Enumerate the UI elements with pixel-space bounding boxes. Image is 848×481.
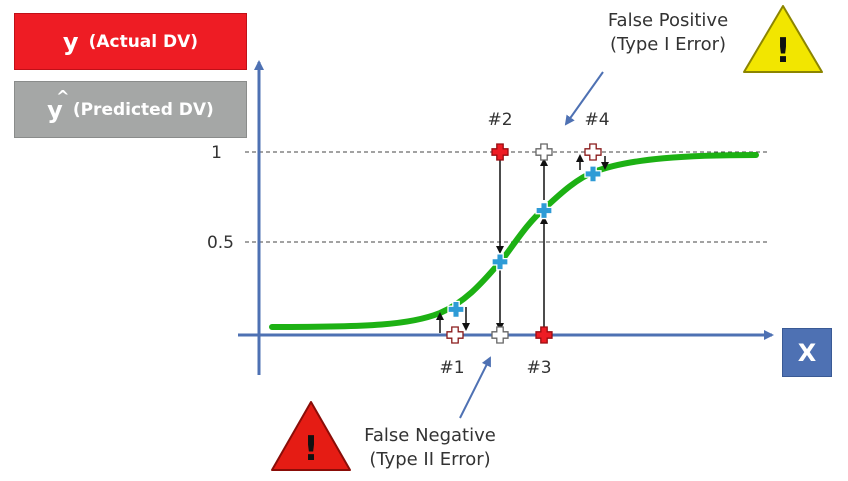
actual-marker-1: [446, 326, 464, 344]
warning-glyph-red: !: [303, 429, 319, 469]
rounded-marker-2: [491, 326, 509, 344]
actual-marker-4: [584, 143, 602, 161]
point-label-4: #4: [584, 110, 609, 130]
false-negative-subtitle: (Type II Error): [369, 449, 491, 470]
legend-actual-dv: y (Actual DV): [14, 13, 247, 70]
actual-marker-3: [535, 326, 553, 344]
y-tick-05: 0.5: [207, 233, 234, 253]
false-negative-title: False Negative: [364, 425, 496, 446]
false-positive-annotation: False Positive (Type I Error): [578, 9, 758, 57]
rounded-marker-3: [535, 143, 553, 161]
x-axis-label: X: [782, 328, 832, 377]
false-negative-annotation: False Negative (Type II Error): [345, 424, 515, 472]
warning-triangle-icon: !: [743, 5, 823, 73]
false-positive-pointer: [564, 71, 604, 126]
warning-triangle-icon: !: [271, 401, 351, 471]
predicted-marker-1: [447, 300, 465, 319]
false-positive-subtitle: (Type I Error): [609, 34, 726, 55]
legend-predicted-dv: y ^ (Predicted DV): [14, 81, 247, 138]
sigmoid-curve: [269, 152, 759, 330]
y-tick-1: 1: [211, 143, 222, 163]
predicted-marker-4: [584, 165, 602, 183]
legend-actual-label: (Actual DV): [88, 31, 199, 52]
false-positive-title: False Positive: [607, 10, 729, 31]
predicted-marker-3: [535, 201, 553, 220]
legend-predicted-symbol: y ^: [47, 87, 69, 124]
legend-actual-symbol: y: [62, 27, 79, 56]
point-label-3: #3: [526, 358, 551, 378]
data-markers: [446, 143, 602, 344]
point-label-2: #2: [487, 110, 512, 130]
legend-predicted-hat: ^: [56, 86, 70, 106]
predicted-marker-2: [491, 253, 509, 271]
false-negative-pointer: [459, 356, 491, 419]
actual-marker-2: [491, 143, 509, 161]
point-label-1: #1: [439, 358, 464, 378]
legend-predicted-y: y: [47, 95, 63, 124]
legend-predicted-label: (Predicted DV): [72, 99, 214, 120]
warning-glyph-yellow: !: [775, 31, 791, 71]
